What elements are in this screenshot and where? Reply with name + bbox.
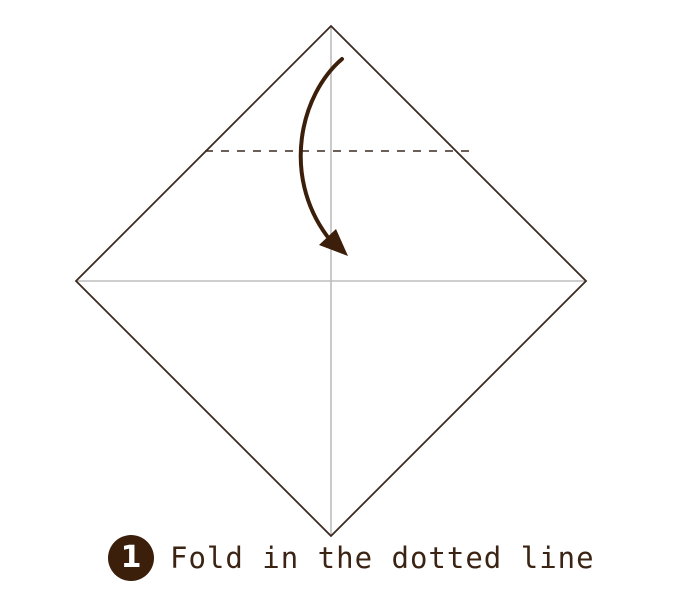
step-number-badge: 1 [108,535,154,581]
step-instruction: Fold in the dotted line [170,541,595,575]
fold-arrow [298,57,344,238]
paper-outline [74,24,588,538]
step-caption: 1 Fold in the dotted line [108,533,595,583]
arrow-head-icon [319,229,348,256]
